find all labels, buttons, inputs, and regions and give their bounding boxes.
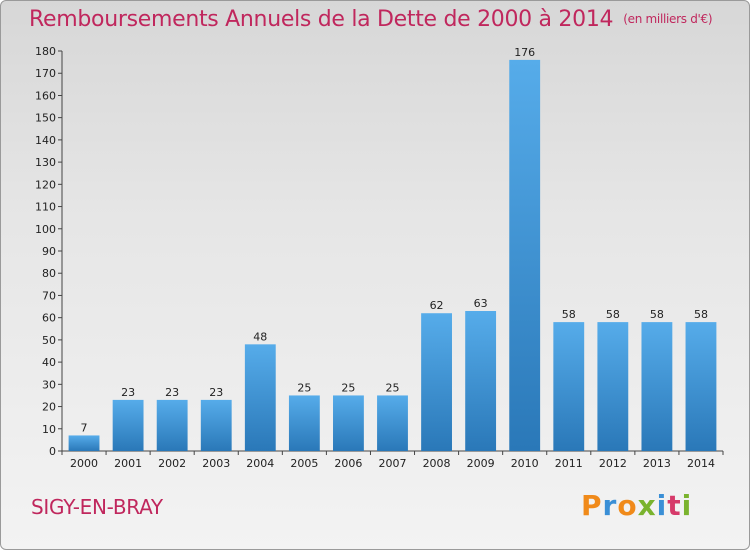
y-tick-label: 30	[42, 378, 56, 391]
data-label: 58	[562, 308, 576, 321]
logo-letter: P	[581, 489, 603, 522]
y-tick-label: 60	[42, 312, 56, 325]
y-tick-label: 80	[42, 267, 56, 280]
bar-2004	[244, 344, 276, 451]
bar-2000	[68, 435, 100, 451]
data-label: 25	[297, 381, 311, 394]
labels: 7 23 23 23 48 25 25 25 62 63 176 58 58 58 58	[81, 46, 708, 435]
logo-letter: i	[656, 489, 668, 522]
y-tick-label: 0	[49, 445, 56, 458]
proxiti-logo: Proxiti	[581, 489, 692, 522]
chart-title: Remboursements Annuels de la Dette de 20…	[29, 7, 713, 32]
data-label: 25	[341, 381, 355, 394]
bar-2009	[465, 311, 497, 451]
y-tick-label: 180	[35, 45, 56, 58]
title-text: Remboursements Annuels de la Dette de 20…	[29, 7, 614, 32]
x-tick-label: 2006	[334, 457, 362, 470]
data-label: 23	[121, 386, 135, 399]
bar-2005	[288, 395, 320, 451]
logo-letter: r	[602, 489, 618, 522]
x-tick-label: 2005	[290, 457, 318, 470]
y-tick-label: 160	[35, 89, 56, 102]
x-tick-label: 2010	[511, 457, 539, 470]
x-tick-label: 2000	[70, 457, 98, 470]
y-tick-label: 110	[35, 201, 56, 214]
bar-2001	[112, 399, 144, 451]
data-label: 23	[165, 386, 179, 399]
x-tick-label: 2013	[643, 457, 671, 470]
data-label: 7	[81, 421, 88, 434]
x-tick-label: 2002	[158, 457, 186, 470]
y-tick-label: 50	[42, 334, 56, 347]
data-label: 25	[386, 381, 400, 394]
commune-name: SIGY-EN-BRAY	[31, 495, 163, 519]
data-label: 23	[209, 386, 223, 399]
y-tick-label: 40	[42, 356, 56, 369]
bar-2006	[333, 395, 364, 451]
data-label: 58	[650, 308, 664, 321]
data-label: 62	[430, 299, 444, 312]
y-tick-label: 130	[35, 156, 56, 169]
y-tick-label: 10	[42, 423, 56, 436]
bar-2002	[156, 399, 188, 451]
bar-2007	[377, 395, 408, 451]
unit-label: (en milliers d'€)	[623, 12, 713, 26]
logo-letter: t	[667, 489, 682, 522]
data-label: 58	[694, 308, 708, 321]
logo-letter: o	[617, 489, 638, 522]
bar-2010	[509, 59, 541, 452]
y-tick-label: 140	[35, 134, 56, 147]
x-tick-label: 2001	[114, 457, 142, 470]
y-tick-label: 170	[35, 67, 56, 80]
x-tick-label: 2012	[599, 457, 627, 470]
x-tick-label: 2014	[687, 457, 715, 470]
bar-2012	[597, 322, 629, 451]
x-tick-label: 2007	[379, 457, 407, 470]
bars	[68, 59, 717, 452]
y-tick-label: 150	[35, 112, 56, 125]
data-label: 176	[514, 46, 535, 59]
y-tick-label: 70	[42, 289, 56, 302]
data-label: 58	[606, 308, 620, 321]
x-tick-label: 2008	[423, 457, 451, 470]
x-tick-label: 2011	[555, 457, 583, 470]
y-tick-label: 90	[42, 245, 56, 258]
y-tick-label: 120	[35, 178, 56, 191]
bar-2008	[421, 313, 452, 451]
x-tick-label: 2003	[202, 457, 230, 470]
bar-2011	[553, 322, 585, 451]
x-tick-label: 2004	[246, 457, 274, 470]
x-tick-label: 2009	[467, 457, 495, 470]
bar-2003	[200, 399, 232, 451]
data-label: 63	[474, 297, 488, 310]
data-label: 48	[253, 330, 267, 343]
bar-2013	[641, 322, 673, 451]
bar-2014	[685, 322, 717, 451]
y-tick-label: 20	[42, 401, 56, 414]
axes: 0 10 20 30 40 50 60 70 80 90 100 110 120 130 140 150 160…	[35, 45, 724, 470]
logo-letter: x	[637, 489, 657, 522]
y-tick-label: 100	[35, 223, 56, 236]
logo-letter: i	[681, 489, 693, 522]
